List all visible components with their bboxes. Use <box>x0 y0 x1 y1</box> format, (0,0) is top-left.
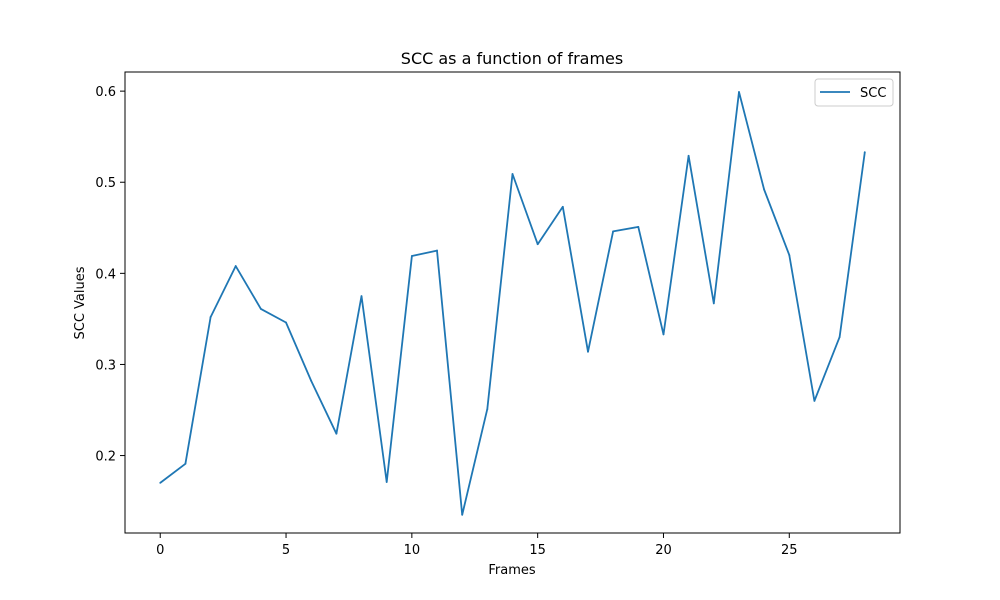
y-axis-label: SCC Values <box>73 266 88 339</box>
data-point-scc <box>763 188 766 191</box>
data-point-scc <box>788 254 791 257</box>
series-points <box>159 91 866 516</box>
x-tick-label: 15 <box>529 543 546 558</box>
legend-box <box>814 78 894 107</box>
data-point-scc <box>486 408 489 410</box>
plot-area-frame <box>124 71 901 534</box>
y-tick-label: 0.4 <box>95 267 116 282</box>
data-point-scc <box>536 243 539 246</box>
data-point-scc <box>360 295 363 298</box>
data-point-scc <box>184 462 187 465</box>
data-point-scc <box>159 481 162 484</box>
data-point-scc <box>637 225 640 228</box>
data-point-scc <box>712 302 715 305</box>
legend: SCC <box>814 78 894 107</box>
data-point-scc <box>234 265 237 267</box>
y-tick-label: 0.2 <box>95 450 116 465</box>
data-point-scc <box>310 379 313 382</box>
x-tick-label: 5 <box>282 543 290 558</box>
data-point-scc <box>587 350 589 353</box>
data-point-scc <box>863 151 866 154</box>
data-point-scc <box>612 230 615 233</box>
legend-label-scc: SCC <box>860 86 886 101</box>
data-point-scc <box>385 481 388 483</box>
data-point-scc <box>285 321 287 324</box>
data-point-scc <box>662 333 665 336</box>
data-point-scc <box>813 399 816 402</box>
chart-title: SCC as a function of frames <box>401 49 623 68</box>
y-tick-label: 0.6 <box>95 85 116 100</box>
x-tick-label: 10 <box>404 543 421 558</box>
x-tick-label: 0 <box>156 543 164 558</box>
data-point-scc <box>461 513 464 516</box>
data-point-scc <box>335 432 338 435</box>
data-point-scc <box>687 154 690 157</box>
x-tick-label: 25 <box>781 543 798 558</box>
x-axis-label: Frames <box>488 563 536 578</box>
data-point-scc <box>410 255 413 257</box>
y-tick-label: 0.3 <box>95 358 116 373</box>
data-point-scc <box>436 249 438 252</box>
data-point-scc <box>738 91 740 93</box>
x-tick-label: 20 <box>655 543 672 558</box>
y-axis-ticks: 0.2 0.3 0.4 0.5 0.6 <box>95 85 125 465</box>
data-point-scc <box>838 336 841 339</box>
data-point-scc <box>561 205 564 208</box>
data-point-scc <box>209 316 212 318</box>
data-point-scc <box>259 307 262 310</box>
x-axis-ticks: 0 5 10 15 20 25 <box>156 533 798 558</box>
y-tick-label: 0.5 <box>95 176 116 191</box>
data-point-scc <box>511 173 514 175</box>
